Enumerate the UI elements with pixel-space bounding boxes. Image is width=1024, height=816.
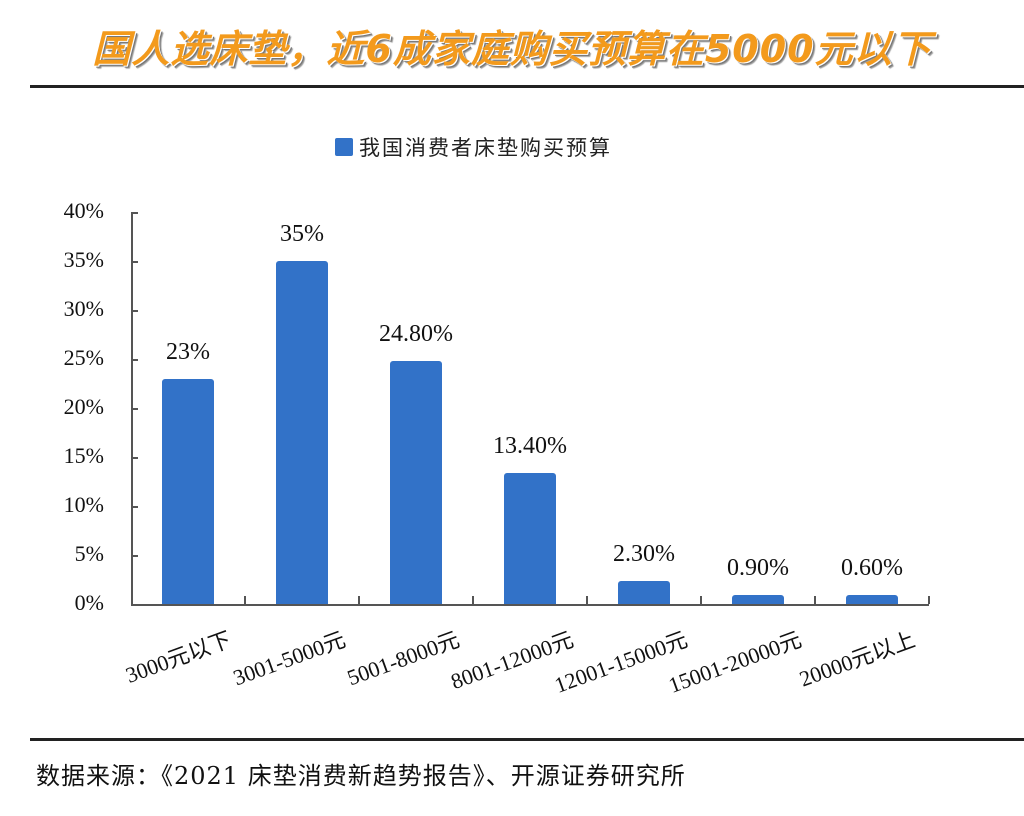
x-tick [814,596,816,604]
legend-label: 我国消费者床垫购买预算 [359,136,612,160]
y-tick-label: 25% [63,345,104,370]
category-label: 3001-5000元 [229,626,349,691]
bar-value-label: 0.90% [727,555,789,581]
y-tick [131,310,138,312]
bar-value-label: 24.80% [379,320,453,347]
bar [846,595,898,604]
bar [276,261,328,604]
y-tick-label: 20% [63,394,104,419]
bottom-divider [30,738,1024,741]
category-label: 20000元以上 [795,626,919,692]
y-tick [131,555,138,557]
y-tick [131,212,138,214]
top-divider [30,85,1024,88]
bar [504,472,556,604]
bar [732,595,784,604]
y-tick-label: 0% [74,590,104,615]
y-tick-label: 10% [63,492,104,517]
source-note: 数据来源：《2021 床垫消费新趋势报告》、开源证券研究所 [36,762,686,790]
y-tick-label: 40% [63,198,104,223]
x-tick [700,596,702,604]
y-tick [131,506,138,508]
bar [618,581,670,604]
y-tick [131,457,138,459]
y-tick-label: 5% [74,541,104,566]
x-axis [131,604,929,606]
bar-value-label: 13.40% [493,432,567,459]
y-tick [131,604,138,606]
bar [162,378,214,604]
x-tick [928,596,930,604]
bar-value-label: 23% [166,338,210,365]
bar-value-label: 0.60% [841,555,903,581]
x-tick [244,596,246,604]
y-tick [131,359,138,361]
y-tick-label: 15% [63,443,104,468]
legend: 我国消费者床垫购买预算 [335,132,612,162]
category-label: 3000元以下 [122,626,235,688]
y-tick [131,261,138,263]
y-tick-label: 35% [63,247,104,272]
x-tick [358,596,360,604]
x-tick [472,596,474,604]
y-tick [131,408,138,410]
bar-value-label: 35% [280,221,324,247]
bar-chart: 40% 35% 30% 25% 20% 15% 10% 5% 0% 23% 3000元以下 35% 30… [63,198,930,698]
legend-swatch [335,138,353,156]
bar [390,360,442,604]
x-tick [586,596,588,604]
headline: 国人选床垫，近6成家庭购买预算在5000元以下 [92,27,932,71]
y-tick-label: 30% [63,296,104,321]
bar-value-label: 2.30% [613,541,675,568]
category-label: 5001-8000元 [343,626,463,691]
